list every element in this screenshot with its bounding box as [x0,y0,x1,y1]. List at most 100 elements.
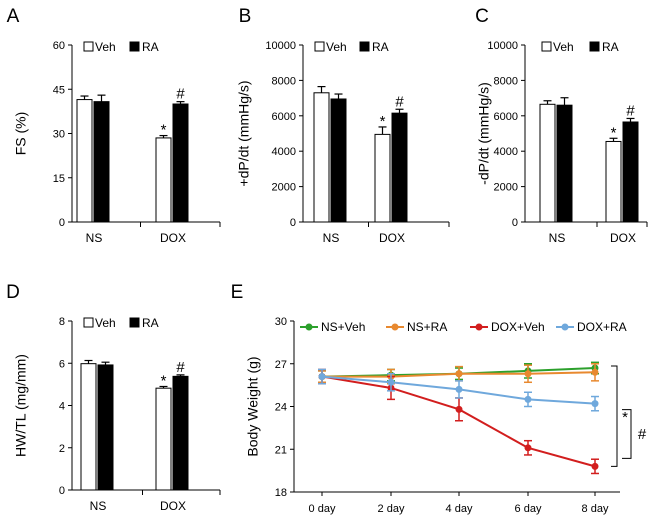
sig-star: * [161,372,167,389]
x-tick-label: DOX [160,499,186,513]
y-tick-label: 6000 [494,111,518,123]
y-tick-label: 2000 [494,182,518,194]
sig-hash: # [176,359,185,376]
bar [80,363,97,491]
data-point [591,368,599,376]
bar [76,99,93,223]
legend: Veh RA [83,316,159,330]
data-point [455,370,463,378]
x-tick-label: NS [90,499,107,513]
data-point [524,444,532,452]
legend-marker [305,323,313,331]
legend: Veh RA [314,40,389,54]
bar [556,104,573,223]
sig-hash: # [395,93,404,110]
bar [539,103,556,223]
bar [374,133,391,223]
legend-label-veh: Veh [553,40,574,54]
y-tick-label: 2 [59,443,65,455]
bar [172,375,189,491]
y-axis-label: Body Weight (g) [245,356,261,456]
y-tick-label: 8000 [494,75,518,87]
y-tick-label: 24 [275,402,287,414]
y-tick-label: 27 [275,359,287,371]
x-tick-label: NS [549,231,566,245]
x-tick-label: DOX [379,231,405,245]
panel-d: D HW/TL (mg/mm) 0 2 4 6 8 NS DOX * # Veh RA [6,282,221,513]
y-tick-label: 0 [512,217,518,229]
data-point [455,385,463,393]
sig-star: * [380,113,386,130]
x-tick-label: NS [323,231,340,245]
legend-label: DOX+Veh [491,320,545,334]
legend-label: DOX+RA [577,320,627,334]
data-point [455,405,463,413]
panel-letter: D [6,282,20,303]
legend-label-ra: RA [602,40,619,54]
legend-marker [561,323,569,331]
y-tick-label: 4 [59,401,65,413]
panel-letter: A [7,6,20,27]
y-tick-label: 6 [59,358,65,370]
y-tick-label: 10000 [265,40,296,52]
panel-c: C -dP/dt (mmHg/s) 0 2000 4000 6000 8000 10000 NS… [475,6,648,245]
y-tick-label: 8000 [272,75,296,87]
bar [391,112,408,223]
legend-label-ra: RA [142,40,159,54]
legend-label-veh: Veh [326,40,347,54]
legend-label-ra: RA [372,40,389,54]
data-point [387,378,395,386]
bracket-star [611,365,618,467]
y-axis-label: -dP/dt (mmHg/s) [476,82,492,185]
sig-hash: # [638,426,647,443]
y-tick-label: 60 [53,40,65,52]
y-tick-label: 2000 [272,182,296,194]
y-tick-label: 30 [275,316,287,328]
panel-letter: C [475,6,489,27]
x-tick-label: DOX [160,231,186,245]
legend-swatch-ra [129,41,140,52]
x-tick-label: 8 day [582,503,609,515]
x-tick-label: DOX [610,231,636,245]
data-point [318,373,326,381]
panel-a: A FS (%) 0 15 30 45 60 NS DOX * # Veh RA [7,6,221,245]
bar [93,101,110,223]
y-axis-label: HW/TL (mg/mm) [13,354,29,457]
legend-swatch-ra [359,41,370,52]
y-tick-label: 10000 [487,40,518,52]
bar [330,98,347,223]
y-tick-label: 4000 [272,146,296,158]
x-tick-label: 2 day [378,503,405,515]
sig-star: * [622,409,628,426]
data-point [591,400,599,408]
legend: Veh RA [83,40,159,54]
panel-letter: E [231,282,244,303]
y-tick-label: 0 [59,485,65,497]
legend-label-veh: Veh [95,316,116,330]
y-tick-label: 30 [53,129,65,141]
legend-label-veh: Veh [95,40,116,54]
y-axis-label: +dP/dt (mmHg/s) [236,80,252,186]
sig-star: * [161,122,167,139]
sig-hash: # [176,86,185,103]
panel-e: E Body Weight (g) 18 21 24 27 30 0 day 2 day 4 da… [231,282,647,515]
sig-star: * [611,124,617,141]
x-tick-label: 4 day [446,503,473,515]
legend-label: NS+RA [407,320,447,334]
panel-letter: B [239,6,252,27]
legend-swatch-veh [541,41,552,52]
y-tick-label: 4000 [494,146,518,158]
data-point [524,370,532,378]
bar [155,387,172,491]
legend-label-ra: RA [142,316,159,330]
bar [155,137,172,223]
panel-b: B +dP/dt (mmHg/s) 0 2000 4000 6000 8000 10000 NS… [236,6,450,245]
data-point [591,462,599,470]
x-tick-label: NS [86,231,103,245]
y-axis-label: FS (%) [13,112,29,156]
legend-swatch-ra [589,41,600,52]
series-dox-ra [318,368,599,412]
y-tick-label: 21 [275,444,287,456]
bar [97,364,114,491]
